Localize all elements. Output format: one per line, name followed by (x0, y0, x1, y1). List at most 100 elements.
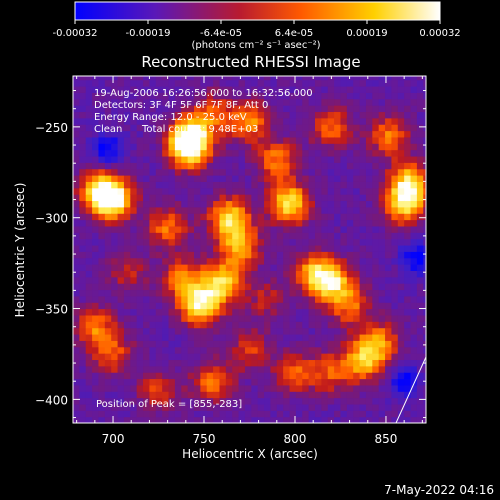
heatmap-cell (385, 270, 393, 278)
heatmap-cell (264, 175, 272, 182)
heatmap-cell (225, 257, 233, 265)
heatmap-cell (117, 194, 125, 202)
heatmap-cell (104, 321, 112, 329)
heatmap-cell (315, 365, 322, 373)
heatmap-cell (397, 155, 405, 163)
heatmap-cell (404, 155, 412, 163)
heatmap-cell (315, 340, 322, 348)
heatmap-cell (397, 403, 405, 411)
heatmap-cell (200, 181, 208, 189)
heatmap-cell (136, 168, 144, 176)
heatmap-cell (187, 289, 195, 297)
heatmap-cell (321, 92, 329, 100)
heatmap-cell (111, 143, 119, 151)
heatmap-cell (372, 111, 380, 119)
heatmap-cell (302, 257, 310, 265)
heatmap-cell (289, 155, 297, 163)
heatmap-cell (378, 270, 386, 278)
heatmap-cell (206, 276, 214, 284)
heatmap-cell (244, 124, 252, 132)
heatmap-cell (372, 384, 380, 392)
heatmap-cell (251, 92, 259, 100)
heatmap-cell (340, 378, 348, 386)
heatmap-cell (270, 302, 278, 310)
heatmap-cell (410, 130, 418, 138)
heatmap-cell (321, 225, 329, 233)
annotation-energy: Energy Range: 12.0 - 25.0 keV (94, 112, 247, 123)
heatmap-cell (206, 308, 214, 316)
heatmap-cell (340, 372, 348, 380)
heatmap-cell (276, 251, 284, 259)
heatmap-cell (213, 92, 221, 100)
heatmap-cell (244, 136, 252, 144)
heatmap-cell (187, 79, 195, 87)
heatmap-cell (194, 416, 201, 423)
heatmap-cell (219, 365, 227, 373)
heatmap-cell (416, 410, 424, 418)
heatmap-cell (174, 264, 182, 271)
heatmap-cell (111, 168, 119, 176)
heatmap-cell (289, 391, 297, 399)
heatmap-cell (321, 321, 329, 329)
heatmap-cell (327, 225, 335, 233)
heatmap-cell (340, 365, 348, 373)
heatmap-cell (372, 76, 380, 81)
heatmap-cell (264, 92, 272, 100)
heatmap-cell (270, 333, 278, 341)
heatmap-cell (276, 111, 284, 119)
heatmap-cell (295, 244, 303, 252)
heatmap-cell (308, 219, 316, 227)
heatmap-cell (181, 111, 189, 119)
heatmap-cell (149, 251, 157, 259)
heatmap-cell (334, 289, 342, 297)
heatmap-cell (123, 264, 131, 271)
heatmap-cell (174, 353, 182, 361)
heatmap-cell (219, 225, 227, 233)
heatmap-cell (365, 213, 373, 221)
heatmap-cell (385, 98, 393, 106)
heatmap-cell (353, 295, 361, 303)
heatmap-cell (391, 168, 399, 176)
heatmap-cell (85, 136, 93, 144)
heatmap-cell (73, 372, 80, 380)
heatmap-cell (359, 391, 367, 399)
heatmap-cell (79, 410, 87, 418)
heatmap-cell (334, 105, 342, 113)
heatmap-cell (276, 340, 284, 348)
heatmap-cell (219, 378, 227, 386)
heatmap-cell (264, 359, 272, 367)
heatmap-cell (111, 200, 119, 208)
heatmap-cell (365, 416, 373, 423)
heatmap-cell (79, 314, 87, 322)
heatmap-cell (372, 244, 380, 252)
heatmap-cell (174, 340, 182, 348)
heatmap-cell (404, 416, 412, 423)
heatmap-cell (276, 76, 284, 81)
heatmap-cell (410, 111, 418, 119)
heatmap-cell (232, 76, 240, 81)
heatmap-cell (213, 416, 221, 423)
heatmap-cell (98, 168, 106, 176)
heatmap-cell (321, 302, 329, 310)
heatmap-cell (295, 124, 303, 132)
heatmap-cell (378, 327, 386, 335)
heatmap-cell (321, 155, 329, 163)
heatmap-cell (73, 416, 80, 423)
heatmap-cell (187, 321, 195, 329)
heatmap-cell (162, 194, 170, 202)
heatmap-cell (155, 365, 163, 373)
heatmap-cell (232, 289, 240, 297)
heatmap-cell (123, 225, 131, 233)
heatmap-cell (283, 302, 291, 310)
heatmap-cell (327, 124, 335, 132)
heatmap-cell (168, 333, 176, 341)
heatmap-cell (359, 136, 367, 144)
heatmap-cell (136, 85, 144, 93)
heatmap-cell (372, 175, 380, 182)
heatmap-cell (130, 359, 138, 367)
heatmap-cell (73, 213, 80, 221)
heatmap-cell (295, 98, 303, 106)
heatmap-cell (423, 372, 426, 380)
heatmap-cell (410, 314, 418, 322)
heatmap-cell (334, 340, 342, 348)
